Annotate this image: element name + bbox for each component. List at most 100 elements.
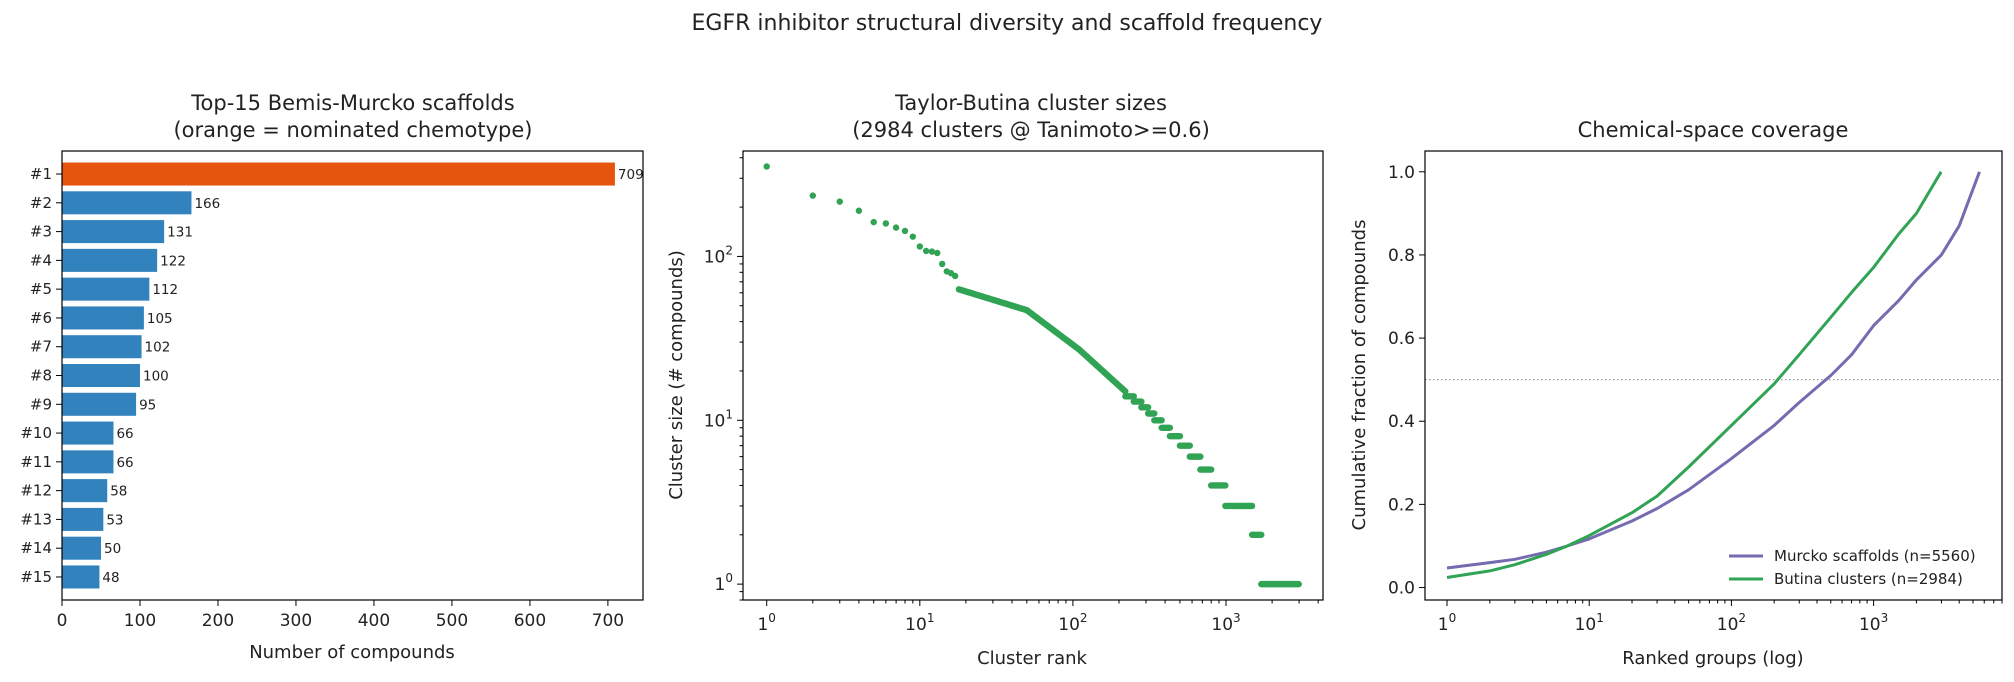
bar-value-label: 112 xyxy=(152,282,178,298)
ytick-label: #1 xyxy=(30,165,52,183)
xtick-label-base: 10 xyxy=(1859,615,1881,635)
ytick-label: #13 xyxy=(20,510,52,528)
bar-value-label: 48 xyxy=(102,570,119,586)
panel3-xlabel: Ranked groups (log) xyxy=(1622,648,1803,669)
bar-rank-9 xyxy=(62,392,137,416)
xtick-label: 400 xyxy=(358,611,390,631)
bar-value-label: 95 xyxy=(139,397,156,413)
xtick-label-exponent: 2 xyxy=(1080,611,1088,625)
panel2-xlabel: Cluster rank xyxy=(977,648,1087,669)
ytick-label: #12 xyxy=(20,482,52,500)
cluster-point xyxy=(870,218,877,226)
cluster-point xyxy=(892,224,900,231)
bar-value-label: 53 xyxy=(106,512,123,528)
xtick-label-base: 10 xyxy=(1575,615,1597,635)
ytick-label-base: 1 xyxy=(715,575,726,595)
bar-value-label: 131 xyxy=(167,225,193,241)
panel3-ylabel: Cumulative fraction of compounds xyxy=(1349,220,1370,531)
ytick-label: 0.8 xyxy=(1388,246,1415,266)
panel1-title-line1: Top-15 Bemis-Murcko scaffolds xyxy=(190,91,514,115)
legend-label: Murcko scaffolds (n=5560) xyxy=(1774,547,1976,565)
panel3-axes-frame xyxy=(1424,150,2003,601)
ytick-label: 10 xyxy=(715,571,733,595)
cluster-point xyxy=(922,247,930,255)
xtick-label: 102 xyxy=(1058,611,1087,635)
ytick-label: #6 xyxy=(30,309,52,327)
ytick-label: 101 xyxy=(704,407,733,431)
panel3-legend: Murcko scaffolds (n=5560) Butina clusters… xyxy=(1729,547,1976,588)
bar-value-label: 100 xyxy=(143,369,169,385)
bar-value-label: 58 xyxy=(110,484,127,500)
cluster-point xyxy=(928,248,936,255)
panel2-title-line1: Taylor-Butina cluster sizes xyxy=(894,91,1167,115)
xtick-label: 200 xyxy=(202,611,234,631)
xtick-label-base: 1 xyxy=(757,615,768,635)
panel1-axes-frame xyxy=(61,150,644,601)
ytick-label: #10 xyxy=(20,424,52,442)
bar-rank-7 xyxy=(62,335,142,359)
ytick-label: 0.0 xyxy=(1388,579,1415,599)
xtick-label: 100 xyxy=(124,611,156,631)
suptitle: EGFR inhibitor structural diversity and … xyxy=(692,11,1323,36)
ytick-label: 0.2 xyxy=(1388,495,1415,515)
cluster-point xyxy=(934,249,941,257)
cluster-point xyxy=(763,163,770,170)
xtick-label-base: 10 xyxy=(1717,615,1739,635)
bar-value-label: 66 xyxy=(116,455,133,471)
panel2-ylabel: Cluster size (# compounds) xyxy=(666,250,687,500)
xtick-label: 10 xyxy=(757,611,775,635)
bar-value-label: 105 xyxy=(147,311,173,327)
ytick-label: 0.6 xyxy=(1388,329,1415,349)
legend-label: Butina clusters (n=2984) xyxy=(1774,570,1963,588)
xtick-label-exponent: 3 xyxy=(1233,611,1241,625)
bar-rank-13 xyxy=(62,507,104,531)
ytick-label: #9 xyxy=(30,395,52,413)
ytick-label: #8 xyxy=(30,367,52,385)
panel-coverage: Chemical-space coverage 10 101 102 1030.00.… xyxy=(1349,118,2003,669)
cluster-point xyxy=(882,220,890,227)
cluster-point xyxy=(809,192,817,199)
panel1-title-line2: (orange = nominated chemotype) xyxy=(173,118,532,142)
ytick-label-base: 10 xyxy=(704,411,726,431)
xtick-label-exponent: 1 xyxy=(927,611,935,625)
bar-value-label: 166 xyxy=(194,196,220,212)
ytick-label: 1.0 xyxy=(1388,163,1415,183)
cluster-point xyxy=(855,207,863,214)
xtick-label: 10 xyxy=(1438,611,1456,635)
xtick-label-exponent: 0 xyxy=(1449,611,1457,625)
bar-rank-4 xyxy=(62,248,158,272)
xtick-label-base: 10 xyxy=(1058,615,1080,635)
xtick-label: 0 xyxy=(57,611,68,631)
ytick-label-base: 10 xyxy=(704,247,726,267)
xtick-label: 500 xyxy=(436,611,468,631)
xtick-label-base: 1 xyxy=(1438,615,1449,635)
xtick-label: 101 xyxy=(905,611,934,635)
xtick-label-base: 10 xyxy=(1211,615,1233,635)
bar-value-label: 50 xyxy=(104,541,121,557)
xtick-label: 103 xyxy=(1859,611,1888,635)
bar-value-label: 122 xyxy=(160,253,186,269)
bar-value-label: 102 xyxy=(145,340,171,356)
ytick-label: #3 xyxy=(30,223,52,241)
xtick-label: 600 xyxy=(514,611,546,631)
panel2-axes-frame xyxy=(742,150,1324,601)
cluster-point xyxy=(901,227,909,235)
bar-value-label: 709 xyxy=(618,167,644,183)
bar-rank-12 xyxy=(62,479,108,503)
xtick-label: 101 xyxy=(1575,611,1604,635)
bar-rank-1 xyxy=(62,162,615,186)
bar-value-label: 66 xyxy=(116,426,133,442)
ytick-label: #5 xyxy=(30,280,52,298)
bar-rank-15 xyxy=(62,565,100,589)
ytick-label: #2 xyxy=(30,194,52,212)
panel-butina: Taylor-Butina cluster sizes (2984 cluste… xyxy=(666,91,1324,669)
bar-rank-10 xyxy=(62,421,114,445)
cluster-point xyxy=(951,272,959,280)
xtick-label: 102 xyxy=(1717,611,1746,635)
panel1-xlabel: Number of compounds xyxy=(249,642,455,663)
ytick-label: 0.4 xyxy=(1388,412,1415,432)
ytick-label-exponent: 2 xyxy=(725,243,733,257)
bar-rank-11 xyxy=(62,450,114,474)
bar-rank-6 xyxy=(62,306,144,330)
